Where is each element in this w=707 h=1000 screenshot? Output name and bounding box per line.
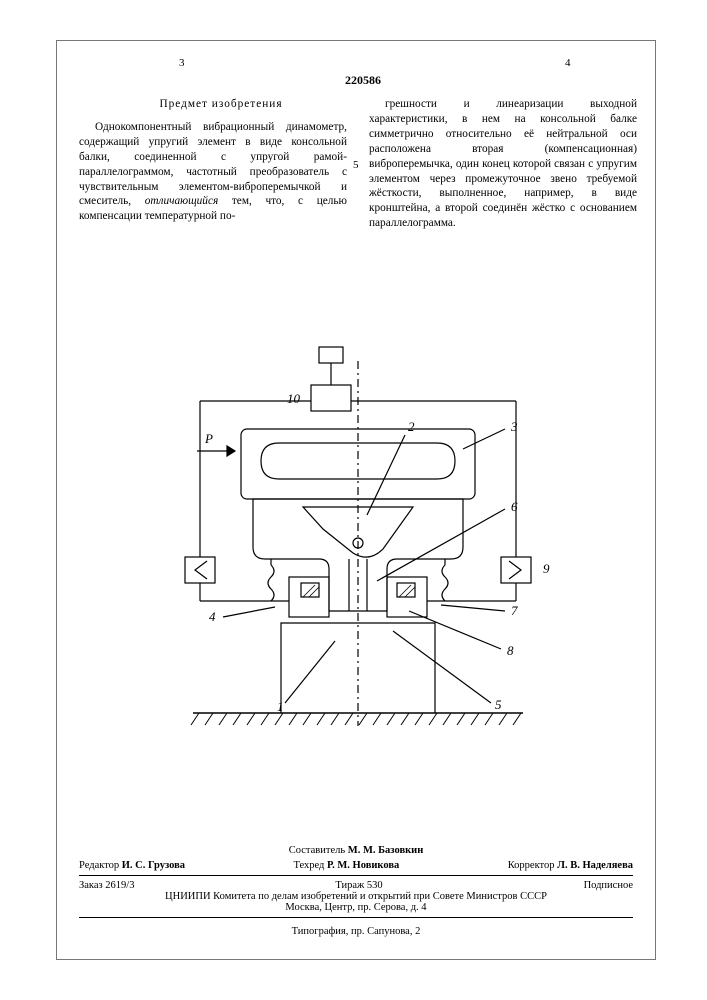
order-number: Заказ 2619/3 — [79, 880, 134, 891]
editor: Редактор И. С. Грузова — [79, 860, 185, 871]
label-2: 2 — [408, 419, 415, 434]
subject-heading: Предмет изобретения — [79, 97, 347, 112]
organization: ЦНИИПИ Комитета по делам изобретений и о… — [79, 891, 633, 913]
page-number-right: 4 — [565, 57, 571, 69]
gutter-line-number: 5 — [353, 159, 359, 171]
label-1: 1 — [277, 699, 284, 714]
footer: Составитель М. М. Базовкин Редактор И. С… — [79, 845, 633, 937]
footer-rule-1 — [79, 875, 633, 876]
tech-editor: Техред Р. М. Новикова — [294, 860, 400, 871]
document-number: 220586 — [345, 73, 381, 88]
label-10: 10 — [287, 391, 301, 406]
label-P: P — [204, 431, 213, 446]
column-right: грешности и линеаризации выходной характ… — [369, 97, 637, 231]
tirage: Тираж 530 — [335, 880, 382, 891]
page-number-left: 3 — [179, 57, 185, 69]
proofreader: Корректор Л. В. Наделяева — [508, 860, 633, 871]
label-5: 5 — [495, 697, 502, 712]
label-6: 6 — [511, 499, 518, 514]
label-9: 9 — [543, 561, 550, 576]
typography-line: Типография, пр. Сапунова, 2 — [79, 926, 633, 937]
subscription: Подписное — [584, 880, 633, 891]
body-paragraph-left: Однокомпонентный вибрационный динамометр… — [79, 120, 347, 224]
body-paragraph-right: грешности и линеаризации выходной характ… — [369, 97, 637, 231]
page-frame: 3 4 220586 5 Предмет изобретения Одноком… — [56, 40, 656, 960]
label-8: 8 — [507, 643, 514, 658]
label-3: 3 — [510, 419, 518, 434]
diagram-svg: P 2 3 6 9 7 8 5 4 1 10 — [153, 311, 563, 761]
label-7: 7 — [511, 603, 518, 618]
credits-row: Редактор И. С. Грузова Техред Р. М. Нови… — [79, 860, 633, 871]
column-left: Предмет изобретения Однокомпонентный виб… — [79, 97, 347, 224]
compiler-line: Составитель М. М. Базовкин — [79, 845, 633, 856]
label-4: 4 — [209, 609, 216, 624]
footer-rule-2 — [79, 917, 633, 918]
figure-diagram: P 2 3 6 9 7 8 5 4 1 10 — [153, 311, 563, 761]
order-row: Заказ 2619/3 Тираж 530 Подписное — [79, 880, 633, 891]
